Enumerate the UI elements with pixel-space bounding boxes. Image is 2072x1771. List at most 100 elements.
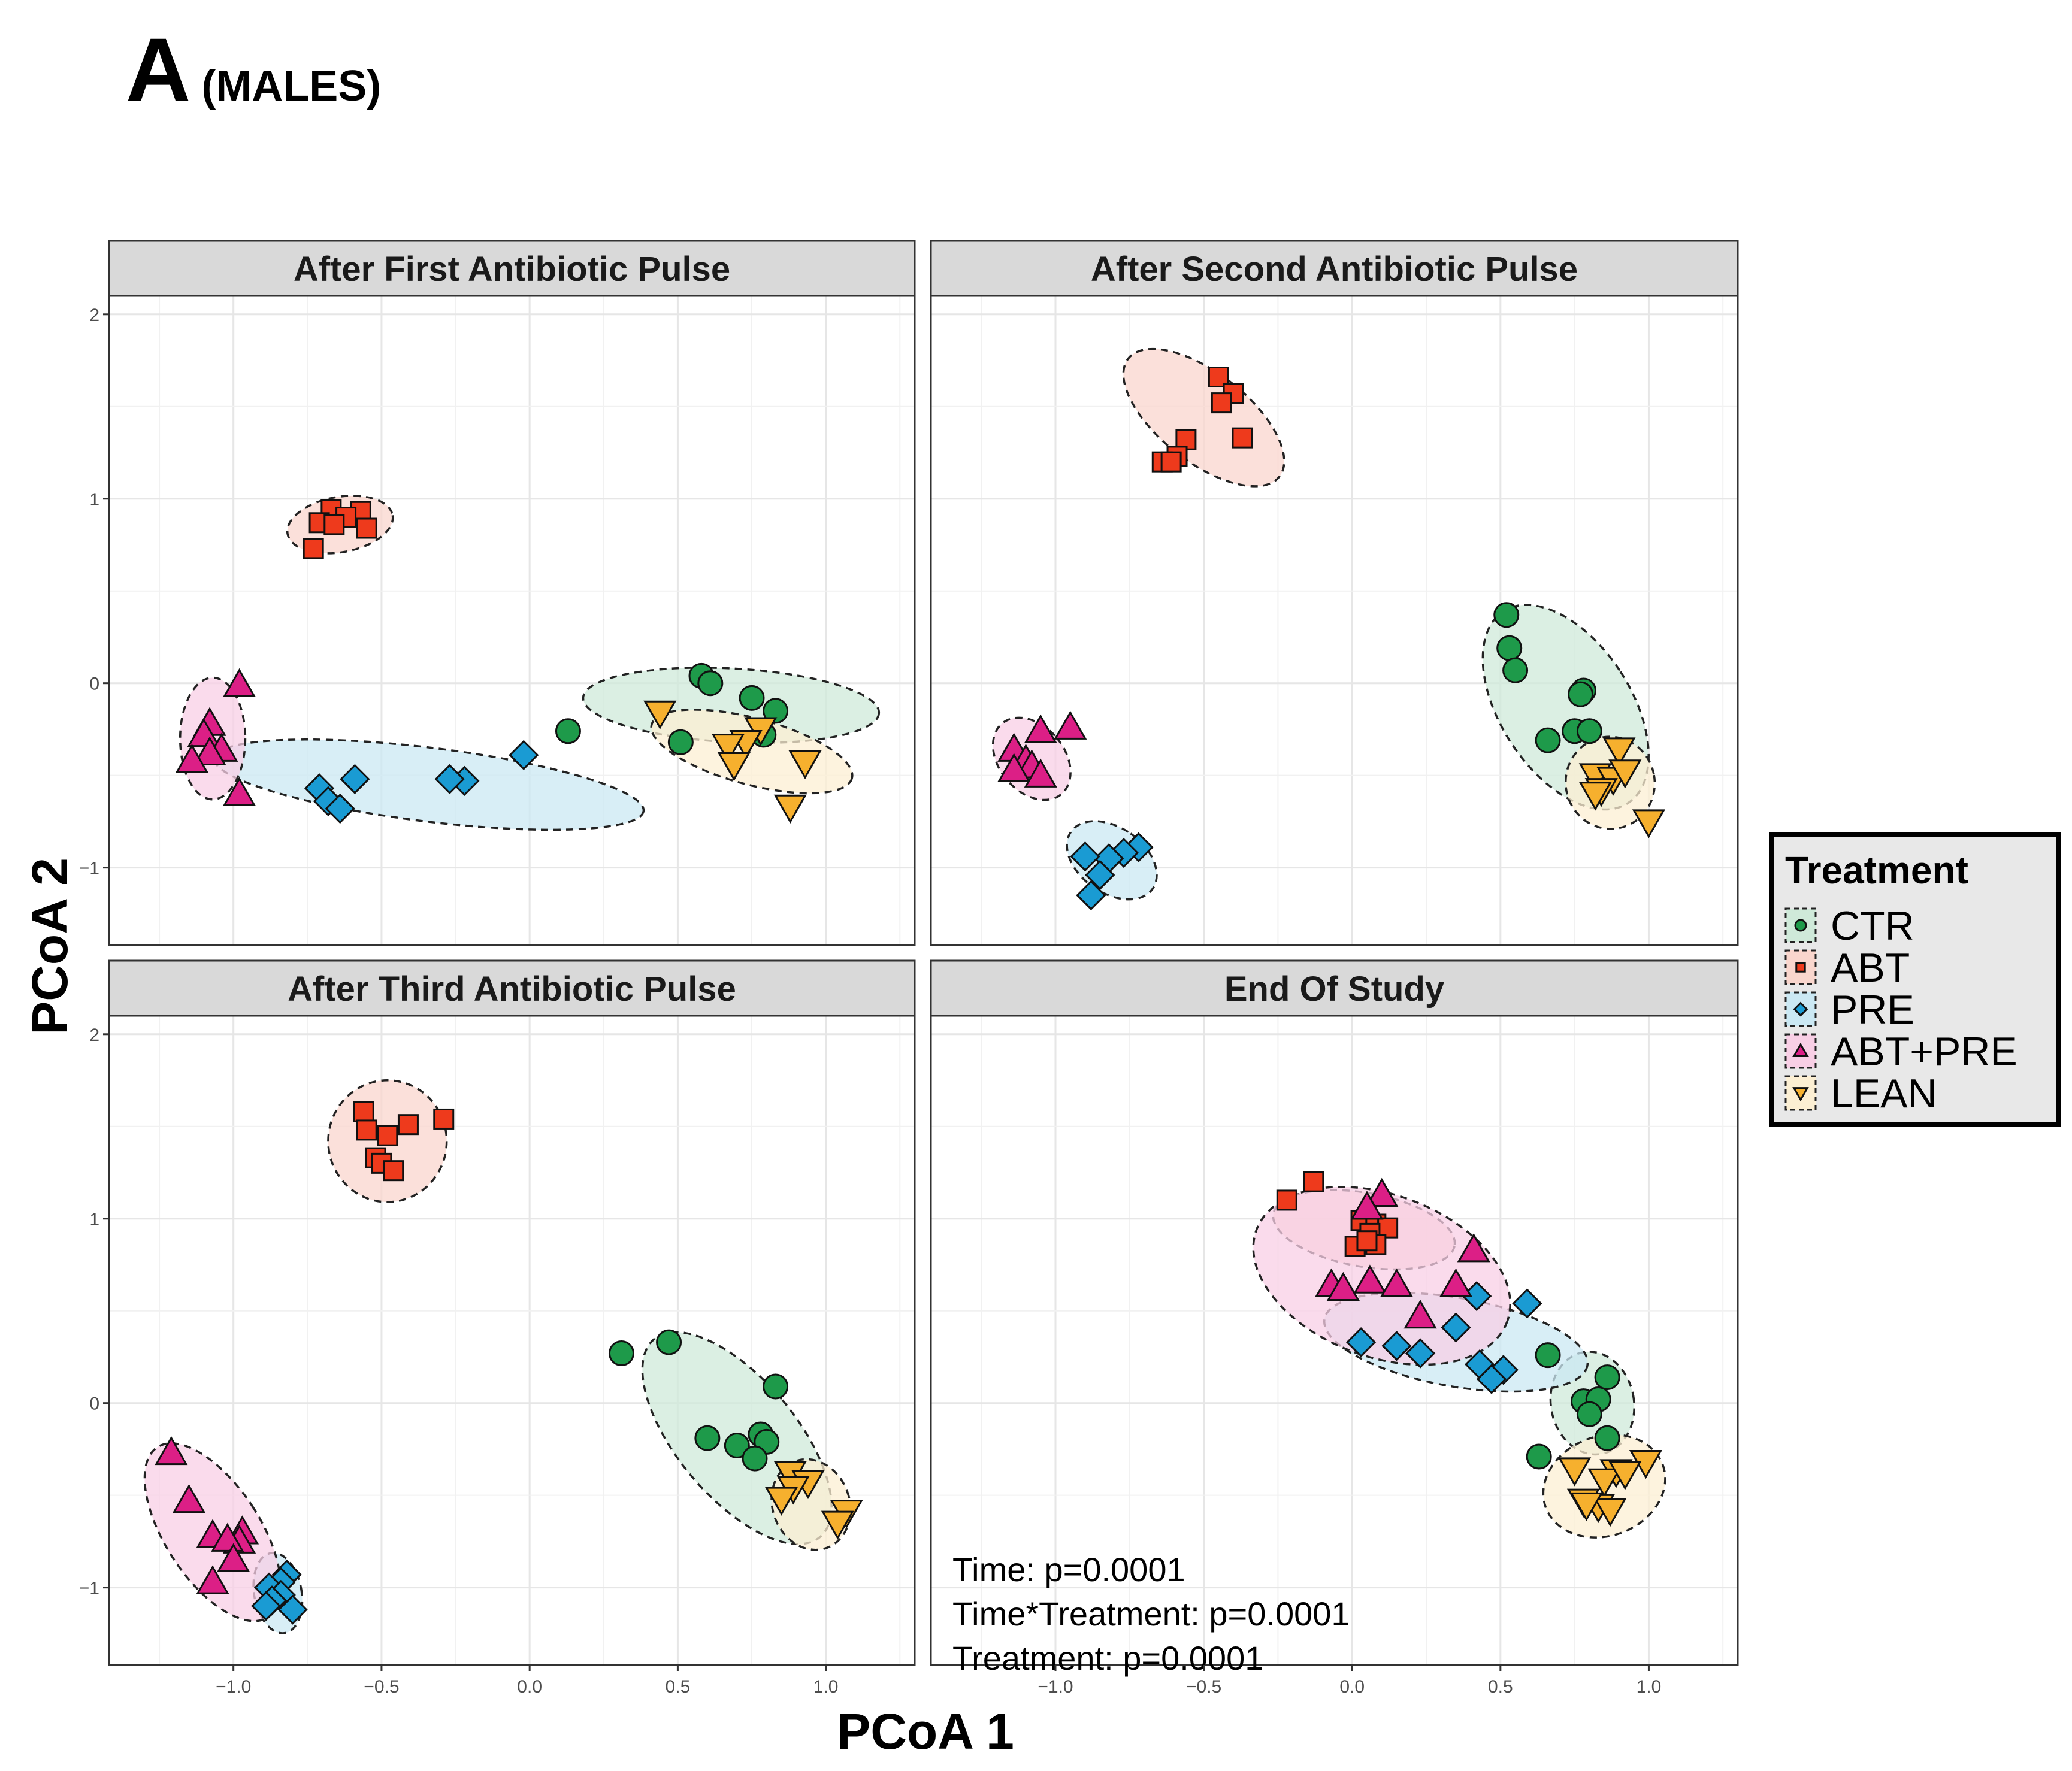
point-ctr (724, 1433, 750, 1459)
point-ctr (1496, 635, 1523, 661)
point-lean (1558, 1457, 1592, 1487)
point-abt (356, 517, 377, 539)
legend-key-abt (1784, 949, 1817, 985)
y-tick-label: 2 (89, 305, 99, 325)
point-abt-pre (196, 1565, 229, 1594)
facet-title: After Third Antibiotic Pulse (288, 970, 736, 1009)
point-pre (509, 740, 539, 770)
point-ctr (763, 698, 789, 724)
legend-key-abt-pre (1784, 1033, 1817, 1069)
point-pre (1070, 841, 1100, 872)
stat-annotation: Treatment: p=0.0001 (952, 1639, 1263, 1677)
point-ctr (608, 1340, 634, 1367)
point-ctr (694, 1425, 721, 1451)
point-pre (1476, 1364, 1507, 1394)
point-ctr (1526, 1443, 1552, 1470)
point-ctr (1594, 1364, 1620, 1391)
point-lean (1608, 1461, 1642, 1490)
point-abt-pre (193, 736, 226, 765)
point-abt-pre (1326, 1272, 1360, 1301)
legend-marker-lean (1792, 1087, 1809, 1102)
legend-key-box (1784, 1033, 1817, 1069)
point-lean (1587, 1468, 1621, 1498)
point-abt-pre (175, 744, 209, 773)
point-ctr (1568, 681, 1594, 707)
point-abt-pre (1353, 1264, 1387, 1294)
legend-marker-ctr (1794, 919, 1807, 932)
point-abt (433, 1108, 455, 1130)
point-abt-pre (1350, 1191, 1384, 1220)
point-ctr (1493, 602, 1520, 628)
legend-label-abt: ABT (1831, 945, 1910, 991)
point-abt (1211, 392, 1232, 414)
point-abt-pre (1439, 1268, 1473, 1297)
point-abt-pre (222, 777, 256, 806)
facet-strip (108, 240, 916, 297)
x-tick-label: −1.0 (1037, 1677, 1073, 1697)
legend-label-pre: PRE (1831, 987, 1914, 1033)
y-tick-label: 1 (89, 1210, 99, 1230)
point-pre (1085, 859, 1115, 891)
point-lean (1593, 1498, 1627, 1527)
x-tick-label: 1.0 (1637, 1677, 1662, 1697)
legend-marker-abt-pre (1792, 1042, 1809, 1057)
legend-label-abt-pre: ABT+PRE (1831, 1029, 2017, 1074)
point-abt (1160, 451, 1182, 473)
facet-strip (930, 959, 1739, 1017)
x-tick-label: 0.5 (1488, 1677, 1513, 1697)
point-abt (356, 1119, 377, 1141)
point-ctr (667, 729, 694, 755)
point-abt-pre (1403, 1299, 1437, 1329)
facet-title: After First Antibiotic Pulse (294, 250, 730, 289)
point-ctr (1576, 718, 1602, 744)
y-tick-label: 2 (89, 1025, 99, 1045)
point-lean (1608, 759, 1642, 789)
x-tick-label: 0.0 (517, 1677, 542, 1697)
x-tick-label: −0.5 (1186, 1677, 1221, 1697)
ellipse-abt-pre (1252, 1186, 1511, 1366)
point-abt (1232, 427, 1253, 449)
stat-annotation: Time: p=0.0001 (952, 1551, 1185, 1588)
point-abt-pre (1380, 1268, 1414, 1297)
point-abt-pre (211, 1522, 244, 1552)
point-abt (353, 1101, 374, 1122)
facet-after-second-antibiotic-pulse: After Second Antibiotic Pulse (930, 240, 1739, 946)
facet-title: End Of Study (1224, 970, 1444, 1009)
point-lean (764, 1487, 798, 1516)
point-lean (711, 734, 745, 763)
data-points (175, 499, 822, 824)
facet-after-first-antibiotic-pulse: After First Antibiotic Pulse (108, 240, 916, 946)
point-abt-pre (1457, 1233, 1490, 1263)
point-abt (383, 1160, 404, 1182)
point-ctr (697, 670, 724, 697)
stat-annotation: Time*Treatment: p=0.0001 (952, 1595, 1350, 1633)
figure-panel-label: A (MALES) (126, 18, 381, 122)
point-lean (821, 1510, 855, 1540)
point-abt (377, 1125, 398, 1146)
point-abt (303, 538, 324, 559)
data-points (997, 367, 1666, 910)
x-axis-title: PCoA 1 (837, 1703, 1014, 1760)
point-abt-pre (1024, 758, 1057, 788)
x-tick-label: −0.5 (364, 1677, 399, 1697)
facet-strip (108, 959, 916, 1017)
point-ctr (763, 1373, 789, 1400)
point-pre (340, 764, 370, 794)
point-pre (1345, 1327, 1377, 1358)
point-lean (1632, 809, 1666, 838)
legend-key-lean (1784, 1075, 1817, 1111)
ellipse-pre (213, 738, 645, 831)
y-tick-label: 0 (89, 1394, 99, 1414)
legend-box (1769, 832, 2061, 1127)
x-tick-label: −1.0 (216, 1677, 251, 1697)
point-ctr (1535, 1342, 1561, 1369)
gridlines (109, 296, 915, 945)
point-ctr (739, 685, 765, 711)
facet-panels: After First Antibiotic Pulse After Second… (108, 240, 1739, 1677)
point-pre (325, 793, 355, 824)
panel-background (109, 296, 915, 945)
point-pre (1441, 1312, 1471, 1343)
point-ctr (1502, 657, 1529, 683)
